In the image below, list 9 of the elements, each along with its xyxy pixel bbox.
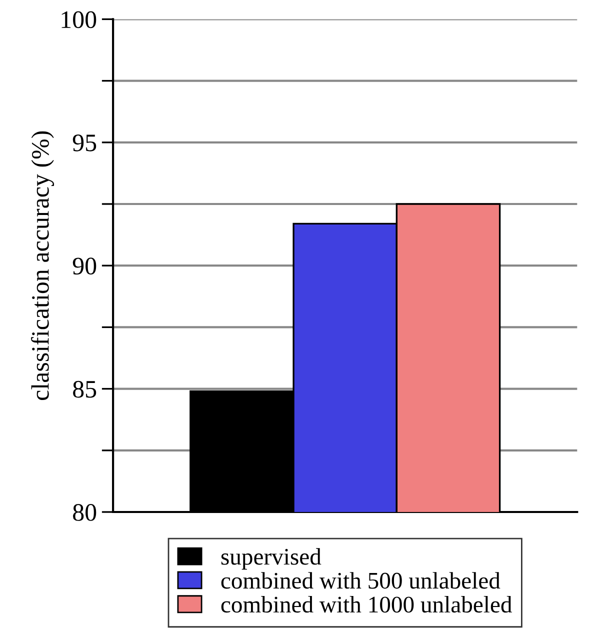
y-tick-label: 95	[72, 134, 96, 152]
y-tick-label: 85	[73, 380, 96, 398]
y-axis-title: classification accuracy (%)	[31, 131, 54, 400]
y-tick-label: 90	[72, 258, 96, 275]
legend-label: combined with 500 unlabeled	[221, 572, 500, 589]
y-tick-label: 80	[73, 504, 96, 521]
y-tick-label: 100	[62, 11, 96, 28]
legend-label: supervised	[221, 548, 322, 570]
legend-label: combined with 1000 unlabeled	[221, 596, 512, 613]
